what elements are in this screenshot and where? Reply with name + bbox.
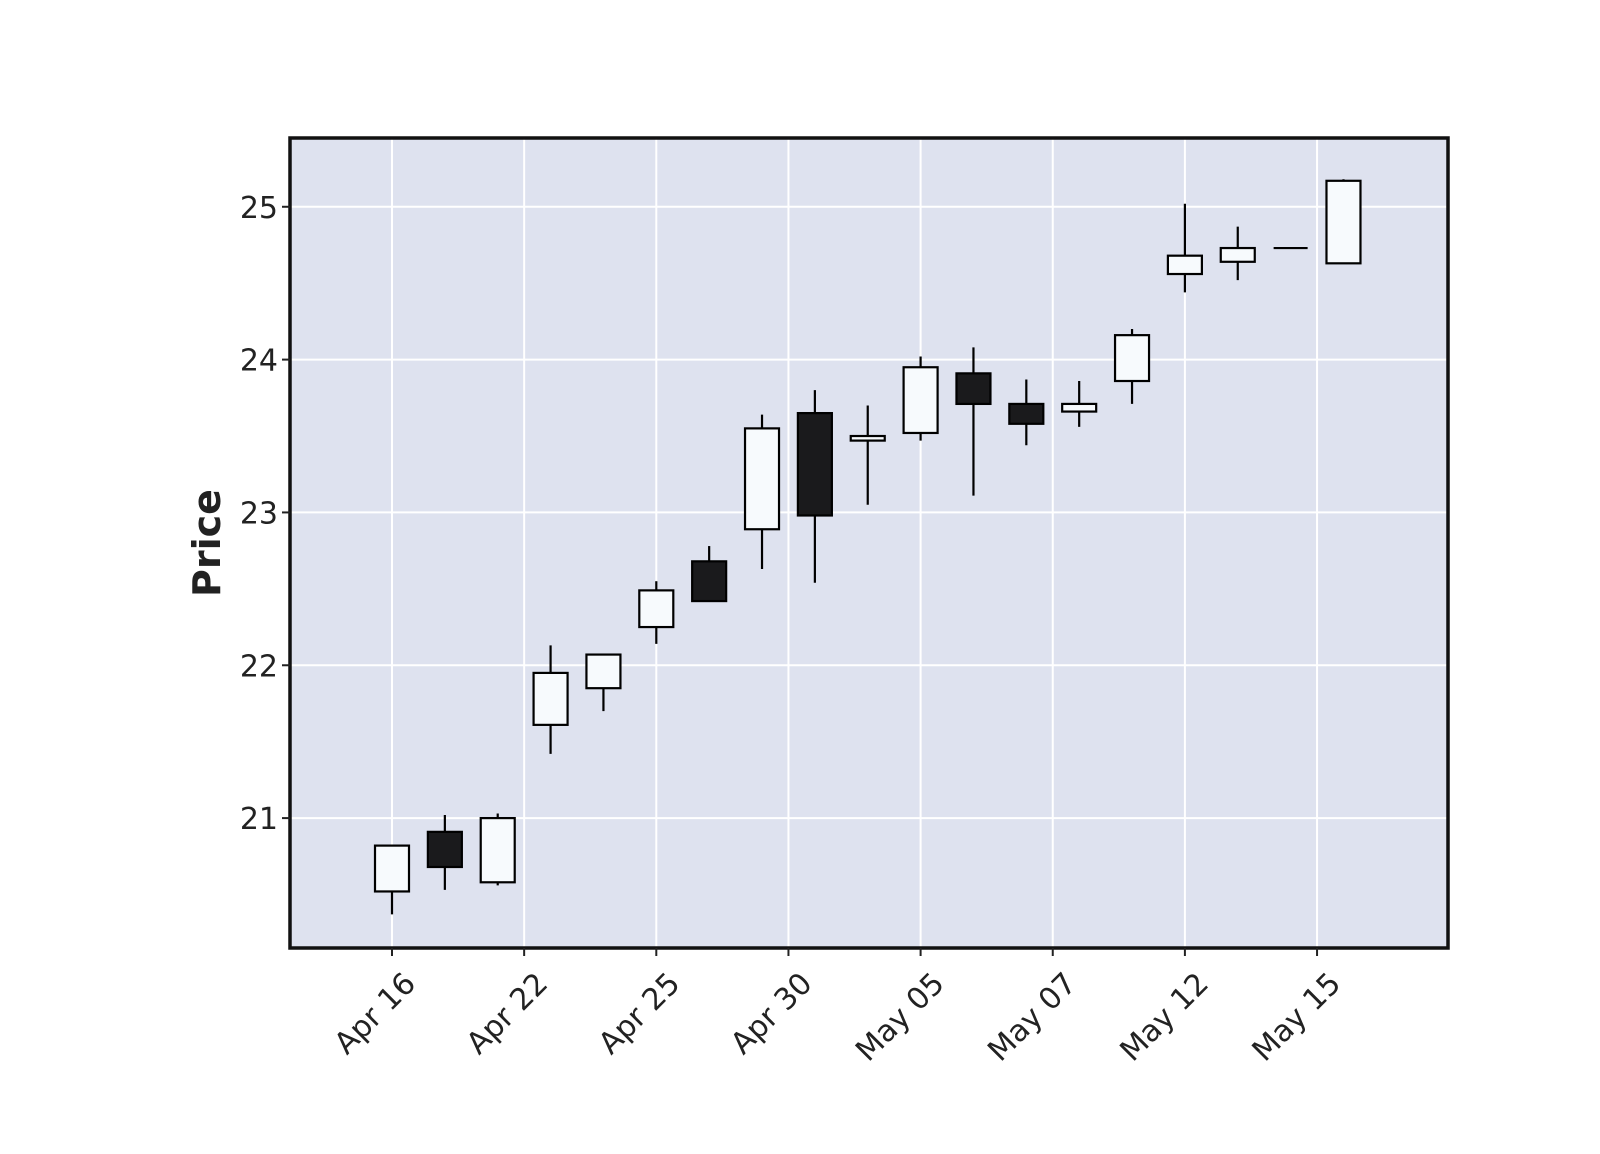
candles — [373, 179, 1362, 915]
y-tick-label: 24 — [240, 344, 278, 379]
x-axis-ticks: Apr 16 Apr 22 Apr 25 Apr 30 May 05 May 07 May … — [328, 948, 1348, 1069]
candle — [902, 356, 939, 441]
x-tick-label: May 07 — [981, 966, 1083, 1068]
candle-body — [1113, 334, 1151, 383]
candle-body — [638, 589, 675, 629]
candle-body — [585, 653, 622, 690]
candle — [955, 347, 992, 496]
candle-body — [902, 366, 939, 435]
x-tick-label: Apr 30 — [724, 966, 819, 1061]
y-axis-ticks: 21 22 23 24 25 — [240, 191, 290, 837]
candle — [1008, 379, 1045, 446]
candle — [479, 813, 516, 886]
candle — [849, 405, 886, 505]
candle-body — [796, 411, 833, 517]
candle — [585, 653, 622, 712]
candle-body — [1166, 254, 1204, 276]
x-tick-label: May 15 — [1246, 966, 1348, 1068]
candle — [1166, 203, 1204, 293]
plot-frame — [288, 136, 1450, 950]
candle — [1219, 226, 1256, 281]
x-tick-label: Apr 25 — [592, 966, 687, 1061]
x-tick-label: Apr 16 — [328, 966, 423, 1061]
y-tick-label: 21 — [240, 802, 278, 837]
candle-body — [743, 427, 781, 531]
x-tick-label: May 12 — [1113, 966, 1215, 1068]
x-tick-label: Apr 22 — [460, 966, 555, 1061]
candle — [426, 815, 463, 890]
candle-body — [1061, 402, 1098, 413]
candle — [796, 390, 833, 583]
candle — [532, 645, 569, 754]
candle-body — [426, 830, 463, 869]
candle — [1061, 381, 1098, 427]
candle — [373, 844, 411, 915]
candle — [743, 414, 781, 569]
candle — [638, 581, 675, 644]
candle-body — [479, 816, 516, 884]
candle — [1325, 179, 1362, 265]
candle-body — [532, 671, 569, 726]
x-tick-label: May 05 — [849, 966, 951, 1068]
candle-body — [373, 844, 411, 893]
y-tick-label: 25 — [240, 191, 278, 226]
y-axis-label: Price — [185, 489, 229, 597]
candle-body — [1219, 246, 1256, 263]
candle — [1113, 329, 1151, 404]
y-tick-label: 23 — [240, 496, 278, 531]
candle — [691, 546, 728, 603]
y-tick-label: 22 — [240, 649, 278, 684]
candle-body — [955, 372, 992, 406]
candle-body — [691, 560, 728, 603]
candle-body — [1008, 402, 1045, 425]
candle-body — [849, 434, 886, 442]
plot-background — [290, 138, 1448, 948]
candle-body — [1325, 179, 1362, 265]
